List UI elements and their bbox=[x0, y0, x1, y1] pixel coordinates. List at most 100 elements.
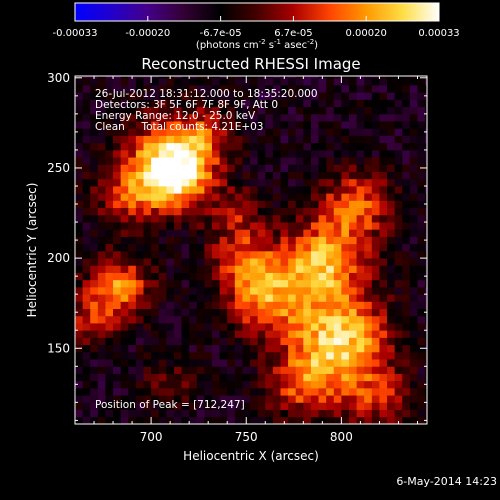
heatmap-cell bbox=[417, 279, 426, 288]
heatmap-cell bbox=[364, 279, 373, 288]
heatmap-cell bbox=[303, 380, 312, 389]
heatmap-cell bbox=[425, 157, 427, 165]
heatmap-cell bbox=[219, 222, 228, 230]
heatmap-cell bbox=[250, 128, 259, 136]
heatmap-cell bbox=[227, 344, 236, 353]
heatmap-cell bbox=[128, 315, 137, 324]
heatmap-cell bbox=[371, 76, 380, 79]
heatmap-cell bbox=[379, 359, 388, 367]
heatmap-cell bbox=[341, 149, 350, 158]
heatmap-cell bbox=[189, 229, 198, 237]
heatmap-cell bbox=[189, 416, 198, 424]
heatmap-cell bbox=[303, 99, 312, 108]
heatmap-cell bbox=[394, 128, 403, 136]
heatmap-cell bbox=[204, 178, 213, 187]
heatmap-cell bbox=[128, 171, 137, 180]
heatmap-cell bbox=[227, 149, 236, 158]
heatmap-cell bbox=[234, 236, 243, 245]
heatmap-cell bbox=[211, 76, 220, 79]
heatmap-cell bbox=[90, 308, 99, 317]
heatmap-cell bbox=[272, 128, 281, 136]
heatmap-cell bbox=[364, 171, 373, 180]
heatmap-cell bbox=[394, 207, 403, 216]
heatmap-cell bbox=[288, 222, 297, 230]
heatmap-cell bbox=[90, 279, 99, 288]
heatmap-cell bbox=[189, 323, 198, 331]
heatmap-cell bbox=[181, 387, 190, 396]
heatmap-cell bbox=[189, 308, 198, 317]
heatmap-cell bbox=[75, 279, 84, 288]
heatmap-cell bbox=[189, 373, 198, 382]
heatmap-cell bbox=[173, 142, 182, 151]
heatmap-cell bbox=[295, 76, 304, 79]
heatmap-cell bbox=[295, 279, 304, 288]
heatmap-cell bbox=[326, 121, 335, 129]
heatmap-cell bbox=[402, 330, 411, 338]
heatmap-cell bbox=[90, 178, 99, 187]
heatmap-cell bbox=[364, 387, 373, 396]
heatmap-cell bbox=[402, 99, 411, 108]
heatmap-cell bbox=[303, 366, 312, 374]
heatmap-cell bbox=[295, 193, 304, 201]
heatmap-cell bbox=[173, 301, 182, 309]
heatmap-cell bbox=[387, 301, 396, 309]
heatmap-cell bbox=[158, 135, 167, 144]
heatmap-cell bbox=[189, 315, 198, 324]
heatmap-cell bbox=[75, 416, 84, 424]
heatmap-cell bbox=[295, 113, 304, 122]
heatmap-cell bbox=[166, 200, 175, 209]
heatmap-cell bbox=[113, 409, 122, 418]
heatmap-cell bbox=[288, 301, 297, 309]
heatmap-cell bbox=[113, 265, 122, 273]
heatmap-cell bbox=[128, 185, 137, 194]
heatmap-cell bbox=[227, 250, 236, 259]
heatmap-cell bbox=[97, 395, 106, 403]
heatmap-cell bbox=[135, 185, 144, 194]
heatmap-cell bbox=[371, 178, 380, 187]
heatmap-cell bbox=[272, 294, 281, 302]
heatmap-cell bbox=[143, 294, 152, 302]
heatmap-cell bbox=[425, 315, 427, 324]
heatmap-cell bbox=[333, 416, 342, 424]
detectors-text: Detectors: 3F 5F 6F 7F 8F 9F, Att 0 bbox=[95, 99, 278, 111]
heatmap-cell bbox=[82, 178, 91, 187]
heatmap-cell bbox=[82, 337, 91, 346]
heatmap-cell bbox=[189, 243, 198, 252]
heatmap-cell bbox=[310, 185, 319, 194]
heatmap-cell bbox=[211, 236, 220, 245]
heatmap-cell bbox=[105, 106, 114, 115]
heatmap-cell bbox=[288, 387, 297, 396]
heatmap-cell bbox=[280, 265, 289, 273]
heatmap-cell bbox=[181, 366, 190, 374]
heatmap-cell bbox=[265, 366, 274, 374]
heatmap-cell bbox=[128, 128, 137, 136]
heatmap-cell bbox=[288, 149, 297, 158]
heatmap-cell bbox=[425, 142, 427, 151]
heatmap-cell bbox=[105, 113, 114, 122]
heatmap-cell bbox=[303, 128, 312, 136]
heatmap-cell bbox=[128, 149, 137, 158]
heatmap-cell bbox=[318, 265, 327, 273]
heatmap-cell bbox=[189, 301, 198, 309]
heatmap-cell bbox=[90, 373, 99, 382]
heatmap-cell bbox=[120, 157, 129, 165]
heatmap-cell bbox=[417, 135, 426, 144]
heatmap-cell bbox=[219, 380, 228, 389]
heatmap-cell bbox=[97, 135, 106, 144]
heatmap-cell bbox=[189, 121, 198, 129]
heatmap-cell bbox=[364, 366, 373, 374]
heatmap-cell bbox=[75, 337, 84, 346]
heatmap-cell bbox=[417, 294, 426, 302]
heatmap-cell bbox=[82, 185, 91, 194]
heatmap-cell bbox=[75, 207, 84, 216]
heatmap-cell bbox=[250, 286, 259, 295]
heatmap-cell bbox=[82, 286, 91, 295]
heatmap-cell bbox=[280, 113, 289, 122]
annotations: 26-Jul-2012 18:31:12.000 to 18:35:20.000… bbox=[95, 88, 318, 411]
heatmap-cell bbox=[173, 323, 182, 331]
heatmap-cell bbox=[189, 366, 198, 374]
heatmap-cell bbox=[219, 92, 228, 100]
heatmap-cell bbox=[120, 315, 129, 324]
heatmap-cell bbox=[394, 330, 403, 338]
heatmap-cell bbox=[310, 142, 319, 151]
